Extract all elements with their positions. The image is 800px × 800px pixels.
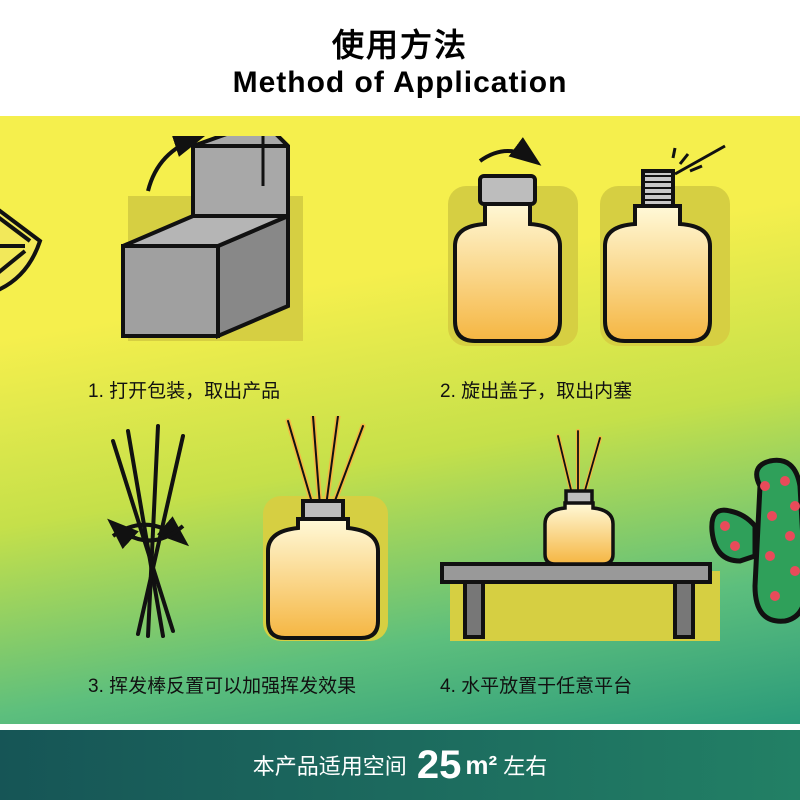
step-3-illustration — [88, 416, 398, 646]
lemon-icon — [0, 196, 60, 306]
step-3 — [88, 416, 398, 646]
step-1-caption: 1. 打开包装，取出产品 — [88, 376, 280, 403]
footer-unit: m² — [465, 750, 497, 781]
step-2 — [430, 136, 740, 346]
step-3-caption: 3. 挥发棒反置可以加强挥发效果 — [88, 671, 356, 698]
step-1 — [88, 136, 318, 346]
main-panel: 1. 打开包装，取出产品 — [0, 116, 800, 724]
step-4-text: 水平放置于任意平台 — [461, 676, 632, 697]
step-2-num: 2 — [440, 381, 451, 402]
step-3-num: 3 — [88, 676, 99, 697]
step-2-illustration — [430, 136, 740, 346]
step-1-illustration — [88, 136, 318, 346]
step-4-illustration — [430, 416, 740, 646]
title-en: Method of Application — [0, 66, 800, 100]
step-2-caption: 2. 旋出盖子，取出内塞 — [440, 376, 632, 403]
step-2-text: 旋出盖子，取出内塞 — [461, 381, 632, 402]
step-1-text: 打开包装，取出产品 — [109, 381, 280, 402]
title-cn: 使用方法 — [0, 20, 800, 66]
step-1-num: 1 — [88, 381, 99, 402]
step-4 — [430, 416, 740, 646]
footer: 本产品适用空间 25m² 左右 — [0, 730, 800, 800]
header: 使用方法 Method of Application — [0, 0, 800, 116]
step-4-num: 4 — [440, 676, 451, 697]
step-4-caption: 4. 水平放置于任意平台 — [440, 671, 632, 698]
footer-suffix: 左右 — [503, 749, 547, 781]
footer-value: 25 — [413, 743, 466, 788]
footer-prefix: 本产品适用空间 — [253, 749, 407, 781]
step-3-text: 挥发棒反置可以加强挥发效果 — [109, 676, 356, 697]
